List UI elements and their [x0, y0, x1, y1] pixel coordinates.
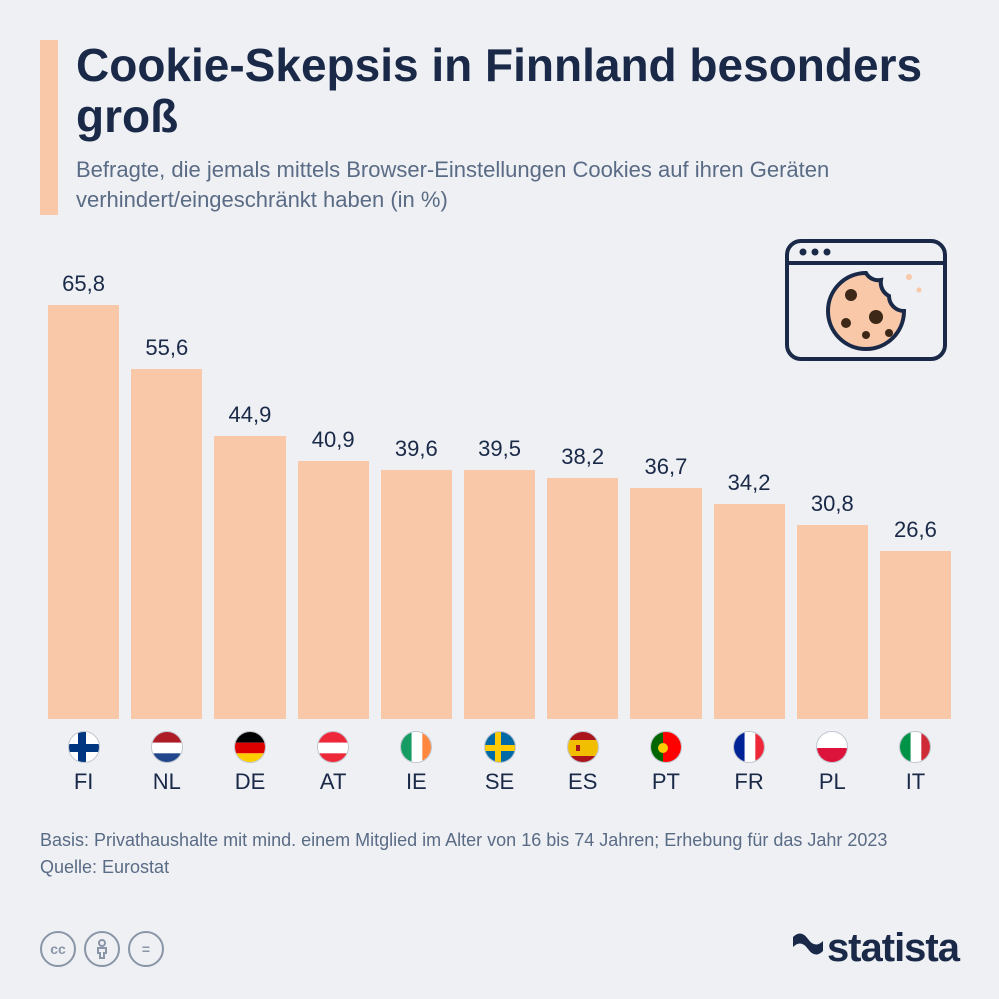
bar: [381, 470, 452, 719]
bar-value-label: 38,2: [561, 444, 604, 470]
footer-text: Basis: Privathaushalte mit mind. einem M…: [40, 827, 959, 881]
flag-icon-fr: [733, 731, 765, 763]
source-text: Quelle: Eurostat: [40, 854, 959, 881]
bar-category-label: NL: [153, 769, 181, 795]
flag-icon-se: [484, 731, 516, 763]
bar-column: 36,7 PT: [630, 235, 701, 795]
bar-value-label: 30,8: [811, 491, 854, 517]
accent-bar: [40, 40, 58, 215]
bar-column: 65,8 FI: [48, 235, 119, 795]
bar-category-label: IE: [406, 769, 427, 795]
bar: [214, 436, 285, 718]
chart-subtitle: Befragte, die jemals mittels Browser-Ein…: [76, 155, 959, 214]
flag-icon-pt: [650, 731, 682, 763]
bar-value-label: 34,2: [728, 470, 771, 496]
bar-value-label: 39,6: [395, 436, 438, 462]
bar-column: 38,2 ES: [547, 235, 618, 795]
bar: [630, 488, 701, 719]
basis-text: Basis: Privathaushalte mit mind. einem M…: [40, 827, 959, 854]
flag-icon-es: [567, 731, 599, 763]
bar: [48, 305, 119, 719]
bar-category-label: SE: [485, 769, 514, 795]
cc-icon: cc: [40, 931, 76, 967]
bar-category-label: FR: [734, 769, 763, 795]
bar: [797, 525, 868, 719]
bar-category-label: PL: [819, 769, 846, 795]
flag-icon-ie: [400, 731, 432, 763]
bar-value-label: 26,6: [894, 517, 937, 543]
bar-category-label: FI: [74, 769, 94, 795]
bar-column: 34,2 FR: [714, 235, 785, 795]
bar: [131, 369, 202, 718]
license-icons: cc =: [40, 931, 164, 967]
flag-icon-pl: [816, 731, 848, 763]
bar: [547, 478, 618, 718]
bar-value-label: 44,9: [229, 402, 272, 428]
flag-icon-nl: [151, 731, 183, 763]
bottom-row: cc = statista: [40, 926, 959, 971]
flag-icon-de: [234, 731, 266, 763]
by-icon: [84, 931, 120, 967]
bar-column: 44,9 DE: [214, 235, 285, 795]
header: Cookie-Skepsis in Finnland besonders gro…: [40, 40, 959, 215]
flag-icon-it: [899, 731, 931, 763]
bar-column: 55,6 NL: [131, 235, 202, 795]
bar: [464, 470, 535, 718]
bar-column: 40,9 AT: [298, 235, 369, 795]
chart-area: 65,8 FI 55,6 NL 44,9 DE 40,9 AT 39,6 IE …: [40, 235, 959, 795]
bar-category-label: DE: [235, 769, 266, 795]
bar-value-label: 55,6: [145, 335, 188, 361]
title-block: Cookie-Skepsis in Finnland besonders gro…: [76, 40, 959, 215]
cookie-browser-icon: [781, 235, 951, 365]
flag-icon-at: [317, 731, 349, 763]
flag-icon-fi: [68, 731, 100, 763]
bar-column: 39,5 SE: [464, 235, 535, 795]
bar-value-label: 40,9: [312, 427, 355, 453]
bar: [714, 504, 785, 719]
bar-value-label: 39,5: [478, 436, 521, 462]
nd-icon: =: [128, 931, 164, 967]
bar-value-label: 65,8: [62, 271, 105, 297]
chart-title: Cookie-Skepsis in Finnland besonders gro…: [76, 40, 959, 141]
bar-value-label: 36,7: [644, 454, 687, 480]
bar: [880, 551, 951, 718]
bar-category-label: IT: [906, 769, 926, 795]
bar: [298, 461, 369, 718]
statista-logo: statista: [791, 926, 959, 971]
bar-category-label: PT: [652, 769, 680, 795]
bar-category-label: ES: [568, 769, 597, 795]
brand-text: statista: [827, 926, 959, 971]
bar-column: 39,6 IE: [381, 235, 452, 795]
bar-category-label: AT: [320, 769, 346, 795]
